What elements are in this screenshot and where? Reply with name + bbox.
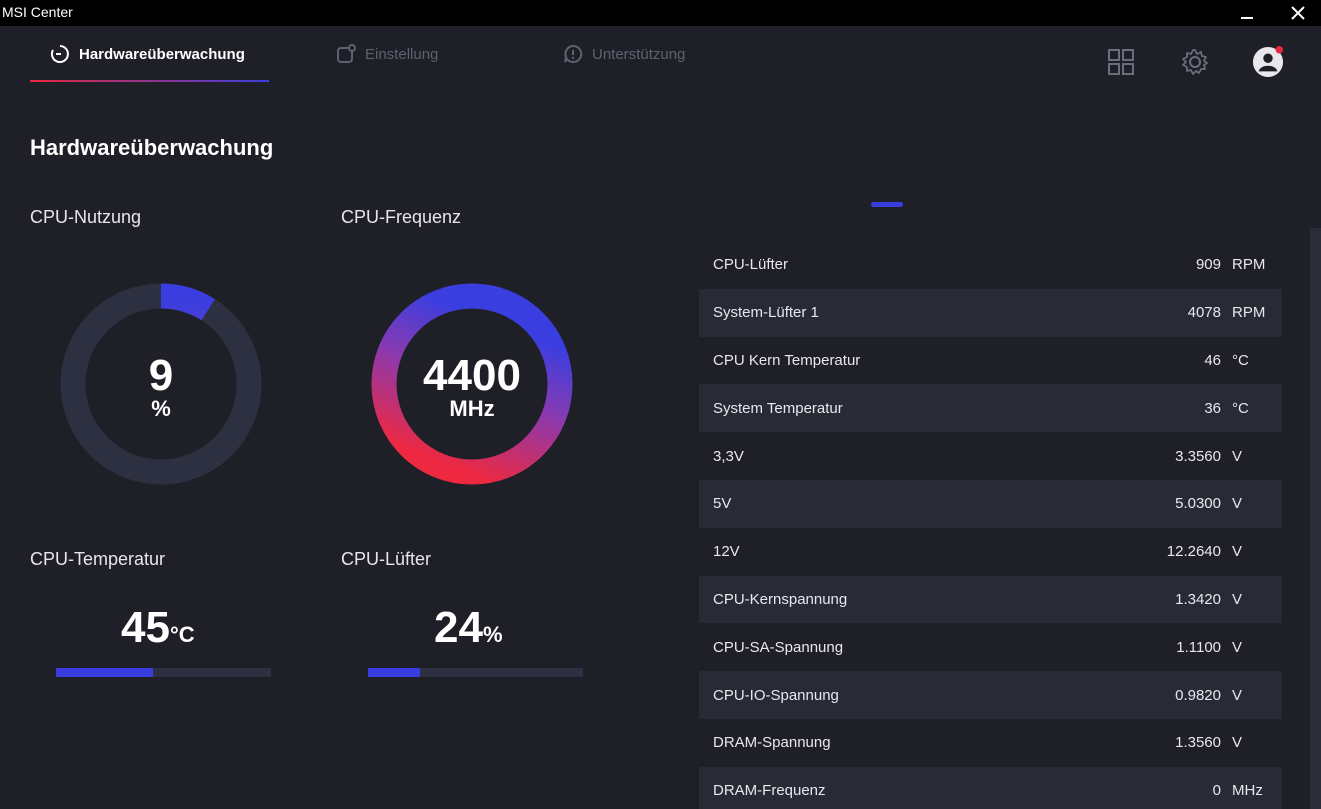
cpu-fan-bar-fill	[368, 668, 420, 677]
sensor-value: 1.3420	[1175, 590, 1221, 608]
sensor-row: DRAM-Spannung 1.3560 V	[699, 719, 1282, 767]
cpu-temperature-value: 45	[121, 603, 170, 652]
cpu-frequency-label: CPU-Frequenz	[341, 207, 462, 227]
cpu-temperature-unit: °C	[169, 622, 195, 647]
sensor-unit: RPM	[1232, 304, 1266, 322]
tab-label: Einstellung	[365, 45, 439, 63]
window-title: MSI Center	[2, 4, 73, 20]
sensor-rows: CPU-Lüfter 909 RPM System-Lüfter 1 4078 RPM CP…	[699, 241, 1282, 809]
page-title: Hardwareüberwachung	[30, 135, 274, 160]
scrollbar[interactable]	[1310, 228, 1321, 809]
tab-settings[interactable]: Einstellung	[336, 26, 438, 82]
cpu-usage-unit: %	[151, 396, 171, 421]
cpu-temperature-label: CPU-Temperatur	[30, 549, 166, 569]
sensor-unit: °C	[1232, 351, 1249, 369]
title-bar: MSI Center	[0, 0, 1321, 26]
cpu-frequency-gauge: 4400 MHz	[367, 279, 577, 489]
cut-off-header-row	[699, 190, 1282, 208]
sensor-row: System Temperatur 36 °C	[699, 384, 1282, 433]
sensor-value: 36	[1204, 399, 1221, 417]
sensor-value: 909	[1195, 256, 1221, 274]
cpu-usage-value: 9	[148, 351, 174, 400]
sensor-unit: RPM	[1232, 256, 1266, 274]
sensor-name: DRAM-Frequenz	[713, 782, 826, 800]
tab-support[interactable]: Unterstützung	[563, 26, 685, 82]
sensor-row: 5V 5.0300 V	[699, 479, 1282, 528]
sensor-row: CPU-SA-Spannung 1.1100 V	[699, 623, 1282, 671]
sensor-row: System-Lüfter 1 4078 RPM	[699, 288, 1282, 337]
cpu-fan-readout: 24%	[434, 603, 503, 653]
sensor-unit: °C	[1232, 399, 1249, 417]
sensor-value: 46	[1204, 351, 1221, 369]
sensor-unit: V	[1232, 543, 1243, 561]
top-navigation: Hardwareüberwachung Einstellung Unterstü…	[0, 26, 1321, 88]
notification-dot	[1275, 46, 1284, 54]
sensor-value: 5.0300	[1175, 495, 1221, 513]
gauge-fill	[371, 283, 573, 485]
minimize-icon	[1241, 17, 1253, 19]
cpu-fan-label: CPU-Lüfter	[341, 549, 432, 569]
sensor-value: 0.9820	[1175, 686, 1221, 704]
sensor-row: DRAM-Frequenz 0 MHz	[699, 766, 1282, 809]
cpu-usage-label: CPU-Nutzung	[30, 207, 142, 227]
sensor-name: CPU-SA-Spannung	[713, 638, 844, 656]
tab-label: Hardwareüberwachung	[79, 45, 245, 63]
sensor-row: 12V 12.2640 V	[699, 528, 1282, 576]
sensor-name: 12V	[713, 543, 740, 561]
gauge-icon	[50, 44, 70, 64]
sensor-row: CPU-Kernspannung 1.3420 V	[699, 575, 1282, 624]
gear-icon[interactable]	[1179, 46, 1211, 78]
sensor-unit: V	[1232, 447, 1243, 465]
sensor-name: System Temperatur	[713, 399, 843, 417]
sensor-name: CPU-Lüfter	[713, 256, 789, 274]
cpu-temperature-bar	[56, 668, 271, 677]
close-icon	[1291, 6, 1305, 20]
gauge-fill	[60, 283, 262, 485]
settings-box-icon	[336, 44, 356, 64]
minimize-button[interactable]	[1224, 0, 1270, 26]
sensor-value: 1.1100	[1176, 638, 1221, 656]
sensor-value: 1.3560	[1175, 734, 1221, 752]
sensor-unit: V	[1232, 734, 1243, 752]
toggle-switch[interactable]	[871, 202, 903, 207]
tab-hardware-monitoring[interactable]: Hardwareüberwachung	[30, 26, 269, 82]
cpu-frequency-unit: MHz	[449, 396, 495, 421]
cpu-usage-gauge: 9 %	[56, 279, 266, 489]
sensor-name: CPU Kern Temperatur	[713, 351, 861, 369]
sensor-name: 5V	[713, 495, 732, 513]
sensor-name: CPU-Kernspannung	[713, 590, 848, 608]
sensor-row: 3,3V 3.3560 V	[699, 432, 1282, 480]
cpu-fan-unit: %	[482, 622, 503, 647]
sensor-name: DRAM-Spannung	[713, 734, 831, 752]
grid-icon[interactable]	[1105, 46, 1137, 78]
sensor-row: CPU-Lüfter 909 RPM	[699, 241, 1282, 289]
sensor-value: 0	[1212, 782, 1221, 800]
sensor-unit: MHz	[1232, 782, 1263, 800]
sensor-name: 3,3V	[713, 447, 744, 465]
sensor-unit: V	[1232, 638, 1243, 656]
active-tab-underline	[30, 80, 269, 82]
user-avatar-icon[interactable]	[1252, 46, 1284, 78]
cpu-fan-value: 24	[434, 603, 483, 652]
sensor-unit: V	[1232, 686, 1243, 704]
cpu-fan-bar	[368, 668, 583, 677]
sensor-name: System-Lüfter 1	[713, 304, 819, 322]
cpu-temperature-readout: 45°C	[121, 603, 195, 653]
sensor-name: CPU-IO-Spannung	[713, 686, 839, 704]
cpu-temperature-bar-fill	[56, 668, 153, 677]
sensor-row: CPU Kern Temperatur 46 °C	[699, 337, 1282, 385]
tab-label: Unterstützung	[592, 45, 686, 63]
sensor-row: CPU-IO-Spannung 0.9820 V	[699, 671, 1282, 719]
sensor-unit: V	[1232, 590, 1243, 608]
sensor-value: 4078	[1187, 304, 1221, 322]
sensor-value: 12.2640	[1166, 543, 1221, 561]
cpu-frequency-value: 4400	[423, 351, 521, 400]
sensor-value: 3.3560	[1175, 447, 1221, 465]
close-button[interactable]	[1275, 0, 1321, 26]
sensor-unit: V	[1232, 495, 1243, 513]
support-chat-icon	[563, 44, 583, 64]
sensor-list-panel: CPU-Lüfter 909 RPM System-Lüfter 1 4078 RPM CP…	[699, 190, 1282, 809]
